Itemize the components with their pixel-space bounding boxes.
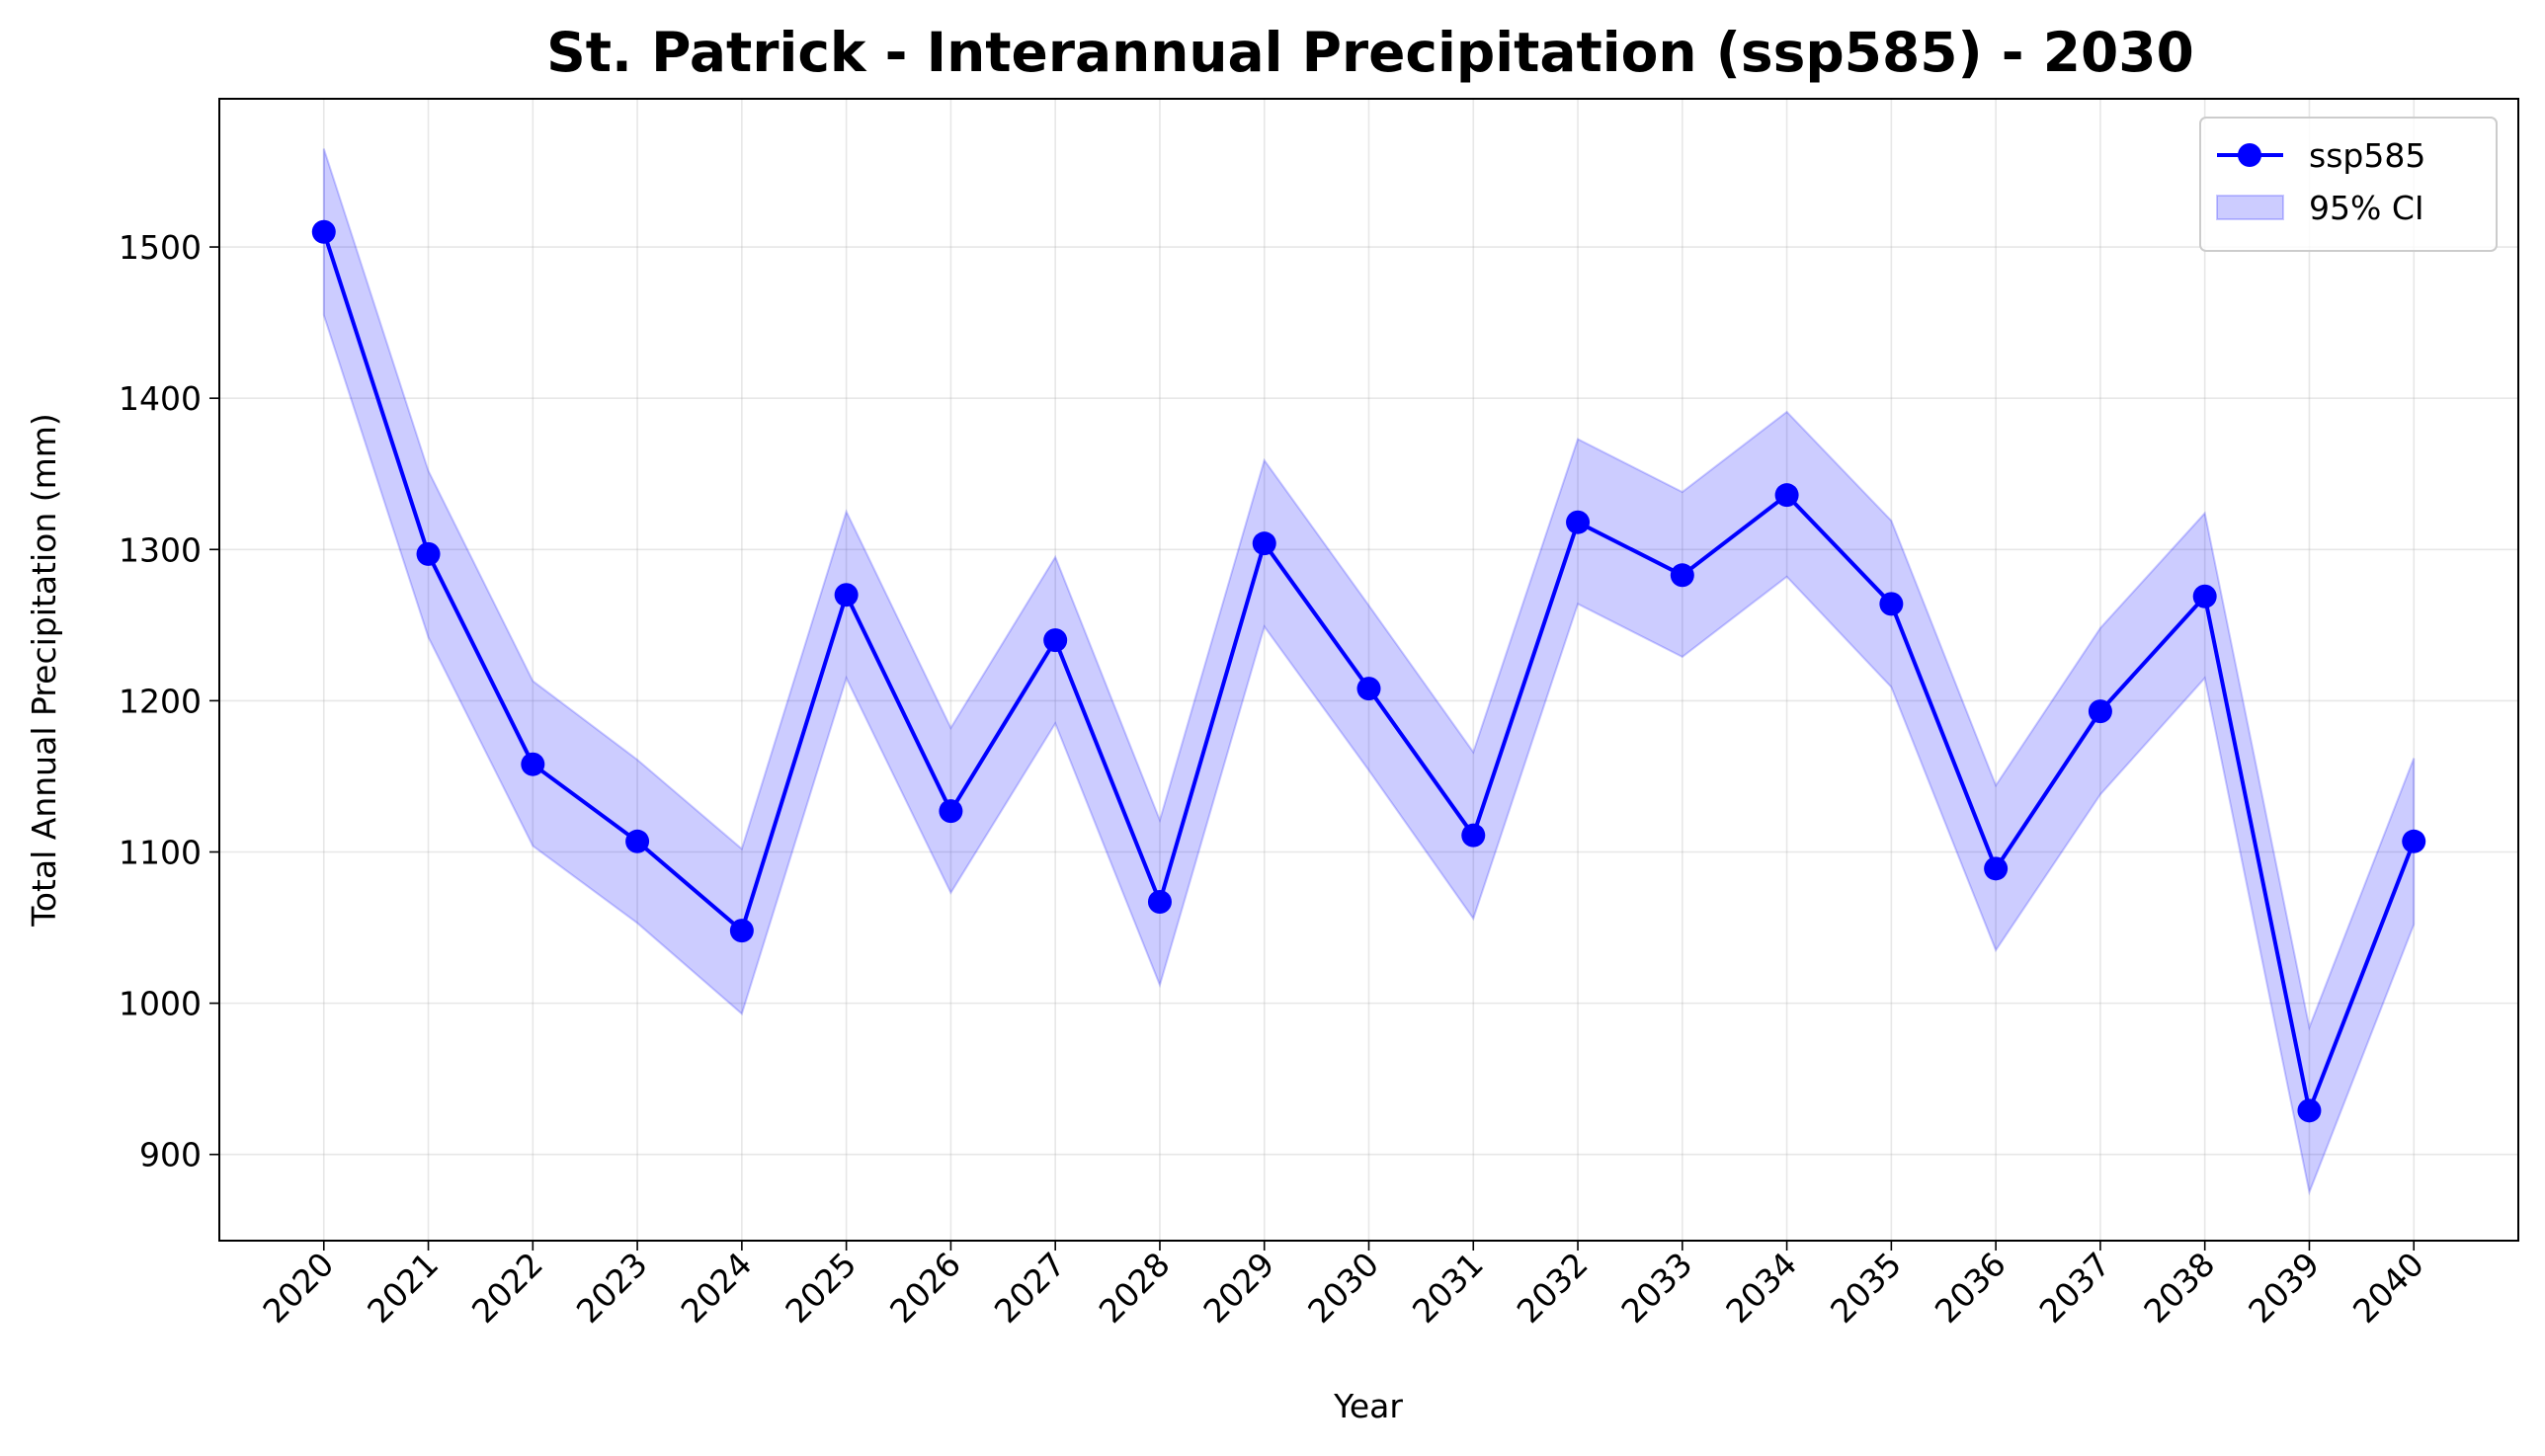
data-point-2035 — [1879, 592, 1904, 616]
data-point-2038 — [2192, 584, 2217, 608]
y-tick-label-900: 900 — [139, 1136, 202, 1174]
ci-band — [322, 148, 2416, 1196]
y-axis-label: Total Annual Precipitation (mm) — [25, 413, 63, 928]
data-point-2026 — [939, 799, 963, 824]
data-point-2031 — [1461, 823, 1486, 848]
data-point-2028 — [1147, 890, 1172, 915]
y-tick-label-1400: 1400 — [119, 379, 202, 418]
data-point-2020 — [311, 219, 336, 244]
chart-title: St. Patrick - Interannual Precipitation … — [546, 21, 2194, 84]
data-point-2021 — [416, 541, 441, 566]
data-point-2027 — [1043, 628, 1068, 653]
legend: ssp585 95% CI — [2199, 117, 2498, 252]
y-tick-label-1500: 1500 — [119, 228, 202, 267]
data-point-2040 — [2402, 829, 2426, 853]
data-point-2023 — [625, 829, 650, 853]
legend-band-swatch — [2216, 195, 2284, 220]
data-point-2032 — [1566, 510, 1591, 534]
data-point-2039 — [2297, 1098, 2322, 1123]
legend-box — [2199, 117, 2498, 252]
data-point-2029 — [1252, 531, 1276, 556]
legend-label-ci: 95% CI — [2309, 189, 2424, 227]
y-tick-label-1100: 1100 — [119, 834, 202, 872]
data-point-2030 — [1356, 677, 1381, 701]
x-axis-label: Year — [1333, 1387, 1403, 1425]
data-point-2037 — [2088, 699, 2112, 724]
legend-marker-swatch — [2238, 143, 2261, 167]
y-tick-label-1300: 1300 — [119, 530, 202, 569]
data-point-2036 — [1984, 856, 2009, 881]
data-point-2033 — [1670, 563, 1694, 588]
data-point-2025 — [834, 583, 859, 607]
legend-label-ssp585: ssp585 — [2309, 136, 2425, 175]
grid-lines — [219, 99, 2518, 1241]
data-point-2034 — [1774, 483, 1799, 508]
series-points-layer — [311, 219, 2426, 1123]
y-tick-label-1000: 1000 — [119, 985, 202, 1023]
data-point-2022 — [521, 752, 545, 776]
confidence-band-layer — [322, 148, 2416, 1196]
y-tick-label-1200: 1200 — [119, 682, 202, 720]
y-axis-ticks: 900 1000 1100 1200 1300 1400 1500 — [119, 228, 219, 1174]
data-point-2024 — [729, 919, 754, 943]
